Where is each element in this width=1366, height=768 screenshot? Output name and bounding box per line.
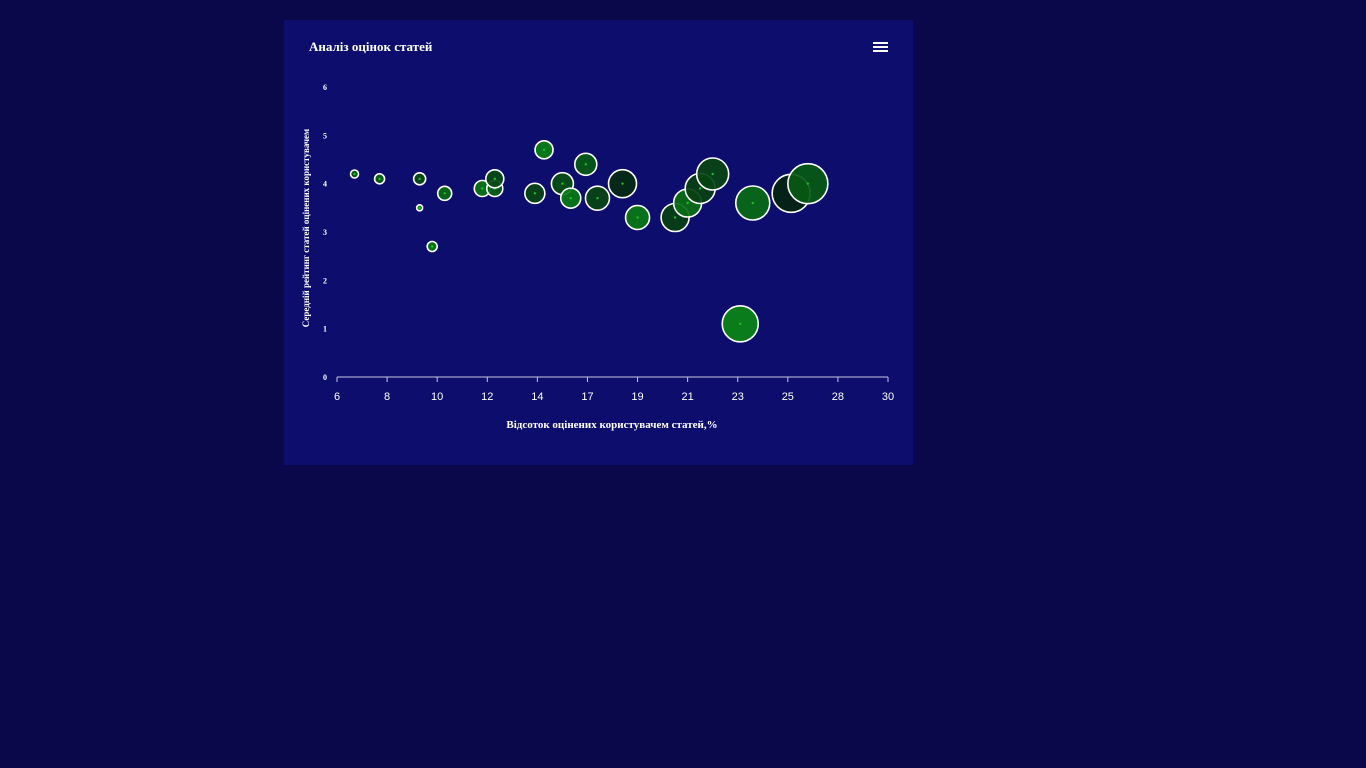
y-tick-label: 4 bbox=[323, 180, 327, 189]
x-tick-label: 25 bbox=[782, 391, 794, 403]
menu-line bbox=[873, 42, 888, 44]
bubble-center-dot bbox=[378, 177, 381, 181]
bubble-center-dot bbox=[739, 322, 742, 326]
hamburger-menu-icon[interactable] bbox=[872, 40, 890, 56]
bubble-center-dot bbox=[596, 196, 599, 200]
y-tick-label: 2 bbox=[323, 276, 327, 285]
bubble-center-dot bbox=[561, 182, 564, 185]
menu-line bbox=[873, 50, 888, 52]
y-tick-label: 0 bbox=[323, 373, 327, 382]
bubble-center-dot bbox=[569, 196, 572, 200]
x-tick-label: 17 bbox=[581, 391, 593, 403]
x-tick-label: 8 bbox=[384, 391, 390, 403]
bubble-center-dot bbox=[806, 182, 810, 185]
bubble-center-dot bbox=[673, 216, 677, 219]
chart-title: Аналіз оцінок статей bbox=[309, 39, 433, 54]
bubble-center-dot bbox=[430, 245, 434, 248]
x-axis-ticks: 6 8 10 12 14 17 19 21 23 25 28 30 bbox=[334, 377, 894, 403]
bubble-center-dot bbox=[584, 163, 587, 166]
y-axis-ticks: 0 1 2 3 4 5 6 bbox=[323, 83, 327, 382]
x-axis-label: Відсоток оцінених користувачем статей,% bbox=[506, 419, 717, 431]
x-tick-label: 10 bbox=[431, 391, 443, 403]
x-tick-label: 23 bbox=[732, 391, 744, 403]
x-tick-label: 6 bbox=[334, 391, 340, 403]
bubble-center-dot bbox=[418, 206, 421, 210]
bubble-center-dot bbox=[481, 187, 484, 190]
bubble-center-dot bbox=[686, 201, 689, 205]
bubble-center-dot bbox=[698, 187, 702, 190]
bubble-center-dot bbox=[711, 172, 714, 176]
bubble-center-dot bbox=[542, 148, 546, 152]
bubble-center-dot bbox=[353, 172, 356, 176]
bubble-center-dot bbox=[751, 201, 754, 205]
y-axis-label: Середній рейтинг статей оцінених користу… bbox=[301, 129, 311, 327]
x-tick-label: 28 bbox=[832, 391, 844, 403]
x-tick-label: 12 bbox=[481, 391, 493, 403]
bubble-series bbox=[349, 140, 829, 343]
x-tick-label: 19 bbox=[631, 391, 643, 403]
bubble-center-dot bbox=[443, 192, 446, 195]
bubble-center-dot bbox=[621, 182, 624, 185]
bubble-center-dot bbox=[636, 216, 639, 219]
bubble-center-dot bbox=[418, 177, 421, 181]
bubble-center-dot bbox=[493, 177, 496, 181]
y-tick-label: 5 bbox=[323, 131, 327, 140]
y-tick-label: 6 bbox=[323, 83, 327, 92]
x-tick-label: 14 bbox=[531, 391, 543, 403]
x-tick-label: 30 bbox=[882, 391, 894, 403]
bubble-center-dot bbox=[533, 192, 537, 195]
y-tick-label: 1 bbox=[323, 325, 327, 334]
y-tick-label: 3 bbox=[323, 228, 327, 237]
x-tick-label: 21 bbox=[682, 391, 694, 403]
menu-line bbox=[873, 46, 888, 48]
